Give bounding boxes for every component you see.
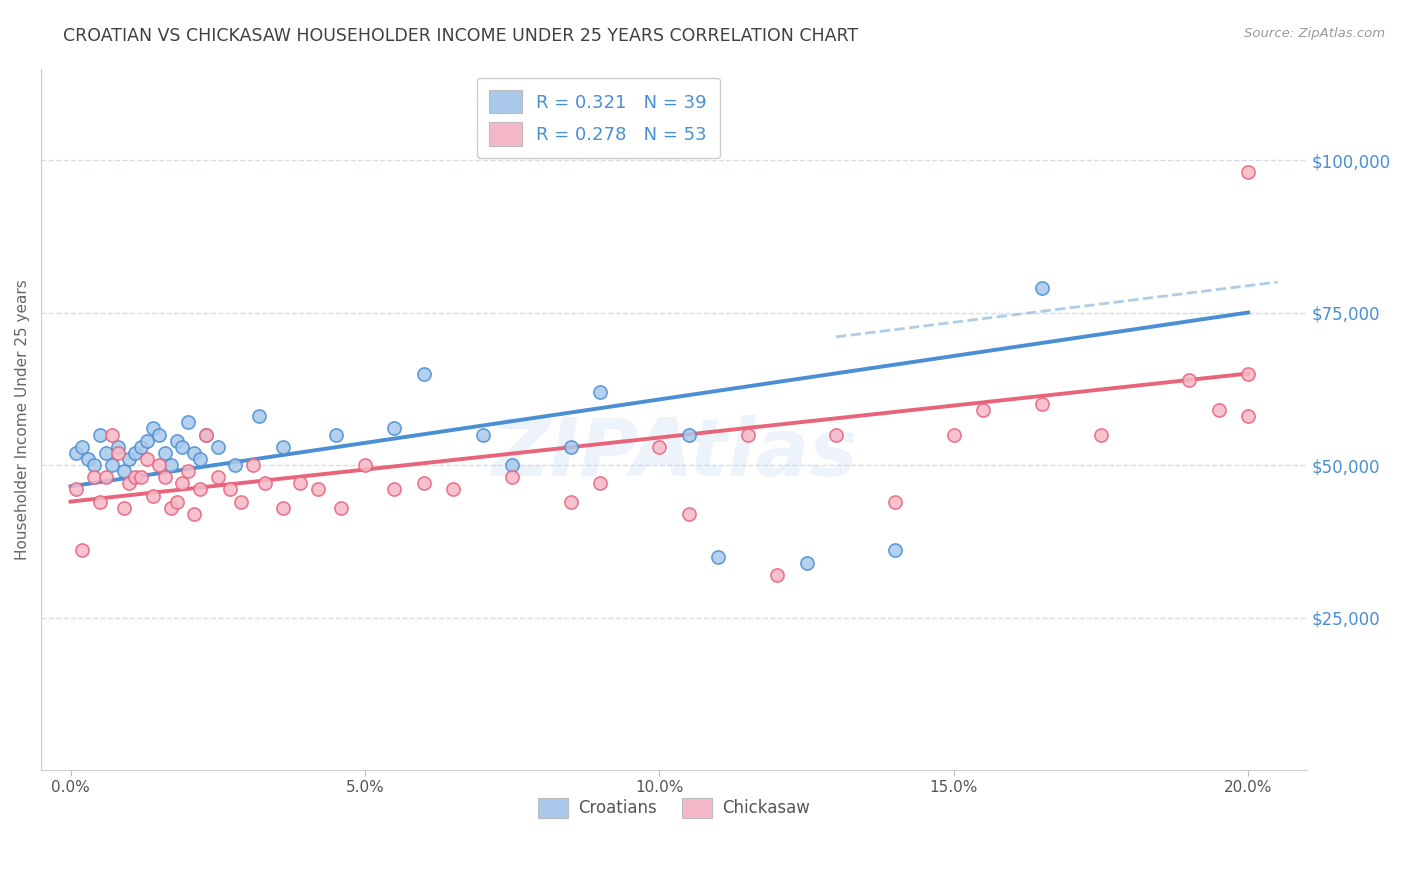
Point: [118, 451, 141, 466]
Point: [159, 500, 181, 515]
Point: [412, 476, 434, 491]
Point: [194, 427, 217, 442]
Point: [177, 415, 200, 429]
Point: [766, 567, 789, 582]
Point: [172, 440, 194, 454]
Text: Source: ZipAtlas.com: Source: ZipAtlas.com: [1244, 27, 1385, 40]
Point: [183, 446, 205, 460]
Point: [1178, 373, 1201, 387]
Point: [83, 458, 105, 472]
Point: [83, 470, 105, 484]
Legend: Croatians, Chickasaw: Croatians, Chickasaw: [531, 791, 817, 825]
Point: [589, 476, 612, 491]
Point: [107, 440, 129, 454]
Point: [412, 367, 434, 381]
Point: [172, 476, 194, 491]
Point: [100, 458, 122, 472]
Point: [330, 500, 353, 515]
Point: [124, 446, 146, 460]
Point: [224, 458, 246, 472]
Point: [207, 440, 229, 454]
Point: [94, 470, 117, 484]
Point: [942, 427, 965, 442]
Point: [148, 458, 170, 472]
Point: [183, 507, 205, 521]
Point: [112, 464, 135, 478]
Point: [307, 483, 329, 497]
Point: [77, 451, 100, 466]
Point: [124, 470, 146, 484]
Point: [166, 494, 188, 508]
Point: [883, 543, 905, 558]
Point: [89, 494, 111, 508]
Point: [148, 427, 170, 442]
Point: [1031, 397, 1053, 411]
Point: [325, 427, 347, 442]
Point: [384, 483, 406, 497]
Point: [89, 427, 111, 442]
Point: [707, 549, 730, 564]
Point: [560, 494, 582, 508]
Point: [72, 543, 94, 558]
Point: [247, 409, 270, 424]
Point: [648, 440, 671, 454]
Point: [441, 483, 464, 497]
Point: [501, 458, 523, 472]
Point: [159, 458, 181, 472]
Point: [384, 421, 406, 435]
Point: [231, 494, 253, 508]
Point: [1237, 165, 1260, 179]
Point: [207, 470, 229, 484]
Point: [242, 458, 264, 472]
Point: [72, 440, 94, 454]
Point: [560, 440, 582, 454]
Point: [142, 489, 165, 503]
Point: [129, 470, 152, 484]
Point: [825, 427, 848, 442]
Point: [354, 458, 377, 472]
Point: [153, 470, 176, 484]
Point: [107, 446, 129, 460]
Point: [188, 483, 211, 497]
Point: [883, 494, 905, 508]
Y-axis label: Householder Income Under 25 years: Householder Income Under 25 years: [15, 279, 30, 559]
Point: [112, 500, 135, 515]
Point: [678, 507, 700, 521]
Point: [678, 427, 700, 442]
Point: [271, 440, 294, 454]
Point: [94, 446, 117, 460]
Point: [194, 427, 217, 442]
Point: [796, 556, 818, 570]
Point: [218, 483, 240, 497]
Point: [188, 451, 211, 466]
Point: [1237, 367, 1260, 381]
Point: [972, 403, 994, 417]
Point: [136, 451, 159, 466]
Point: [501, 470, 523, 484]
Point: [136, 434, 159, 448]
Point: [118, 476, 141, 491]
Point: [65, 483, 87, 497]
Point: [1237, 409, 1260, 424]
Point: [271, 500, 294, 515]
Point: [129, 440, 152, 454]
Point: [100, 427, 122, 442]
Point: [1208, 403, 1230, 417]
Point: [153, 446, 176, 460]
Text: ZIPAtlas: ZIPAtlas: [491, 416, 858, 493]
Point: [253, 476, 276, 491]
Point: [1031, 281, 1053, 295]
Point: [142, 421, 165, 435]
Text: CROATIAN VS CHICKASAW HOUSEHOLDER INCOME UNDER 25 YEARS CORRELATION CHART: CROATIAN VS CHICKASAW HOUSEHOLDER INCOME…: [63, 27, 859, 45]
Point: [737, 427, 759, 442]
Point: [65, 446, 87, 460]
Point: [471, 427, 494, 442]
Point: [166, 434, 188, 448]
Point: [177, 464, 200, 478]
Point: [589, 384, 612, 399]
Point: [1090, 427, 1112, 442]
Point: [288, 476, 311, 491]
